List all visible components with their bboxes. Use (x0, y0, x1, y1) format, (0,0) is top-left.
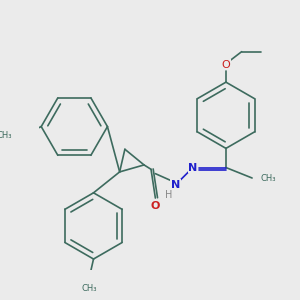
Text: N: N (171, 180, 180, 190)
Text: H: H (165, 190, 172, 200)
Text: CH₃: CH₃ (0, 131, 12, 140)
Text: N: N (188, 163, 197, 172)
Text: O: O (151, 201, 160, 211)
Text: CH₃: CH₃ (81, 284, 97, 293)
Text: CH₃: CH₃ (261, 173, 276, 182)
Text: O: O (222, 60, 230, 70)
